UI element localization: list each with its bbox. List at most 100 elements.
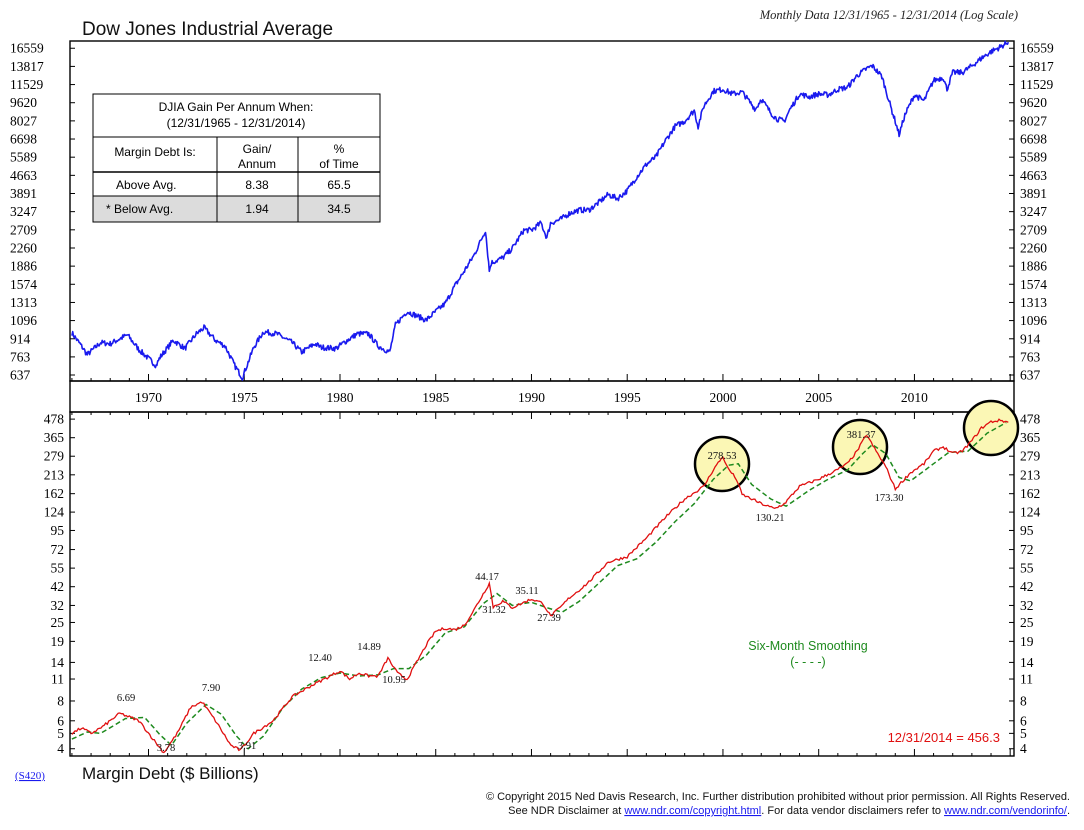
table-row-gain: 8.38 [245, 178, 269, 192]
latest-value-callout: 12/31/2014 = 456.3 [888, 730, 1000, 745]
lower-panel-title: Margin Debt ($ Billions) [82, 764, 259, 783]
y-tick-label-right: 8 [1020, 693, 1027, 708]
y-tick-label-left: 213 [44, 467, 65, 482]
y-tick-label-right: 55 [1020, 561, 1034, 576]
y-tick-label-right: 25 [1020, 615, 1034, 630]
table-header-gain-l2: Annum [238, 157, 276, 171]
y-tick-label-left: 1886 [10, 259, 37, 274]
copyright-link[interactable]: www.ndr.com/copyright.html [623, 805, 761, 817]
y-tick-label-right: 72 [1020, 542, 1034, 557]
y-tick-label-right: 1313 [1020, 295, 1047, 310]
table-row-gain: 1.94 [245, 202, 269, 216]
disclaimer-mid: . For data vendor disclaimers refer to [761, 805, 944, 817]
y-tick-label-left: 1574 [10, 277, 37, 292]
djia-line [71, 40, 1010, 381]
x-tick-label: 1995 [614, 390, 641, 405]
y-tick-label-right: 637 [1020, 367, 1041, 382]
y-tick-label-left: 3891 [10, 186, 37, 201]
y-tick-label-left: 124 [44, 505, 65, 520]
y-tick-label-left: 5589 [10, 150, 37, 165]
table-header-gain-l1: Gain/ [243, 142, 272, 156]
table-row-label: Above Avg. [116, 178, 177, 192]
y-tick-label-right: 8027 [1020, 113, 1047, 128]
y-tick-label-right: 3891 [1020, 186, 1047, 201]
y-tick-label-left: 55 [51, 561, 65, 576]
margin-debt-line [71, 418, 1009, 754]
y-tick-label-right: 365 [1020, 430, 1041, 445]
table-header-time-l2: of Time [319, 157, 359, 171]
y-tick-label-right: 16559 [1020, 41, 1054, 56]
table-row-time: 65.5 [327, 178, 351, 192]
y-tick-label-right: 5589 [1020, 150, 1047, 165]
table-header-margin: Margin Debt Is: [114, 145, 195, 159]
annotation-label: 27.39 [537, 613, 561, 624]
smoothing-legend-sample: (- - - -) [790, 655, 825, 669]
y-tick-label-left: 365 [44, 430, 65, 445]
y-tick-label-right: 914 [1020, 331, 1041, 346]
y-tick-label-right: 11529 [1020, 77, 1053, 92]
disclaimer-suffix: . [1067, 805, 1070, 817]
annotation-label: 7.90 [202, 683, 220, 694]
y-tick-label-left: 8 [57, 693, 64, 708]
y-tick-label-right: 32 [1020, 598, 1034, 613]
y-tick-label-right: 4 [1020, 741, 1027, 756]
y-tick-label-left: 11529 [10, 77, 43, 92]
y-tick-label-right: 4663 [1020, 168, 1047, 183]
y-tick-label-right: 11 [1020, 672, 1033, 687]
annotation-label: 10.95 [382, 675, 406, 686]
annotation-label: 3.91 [238, 741, 256, 752]
x-tick-label: 1985 [422, 390, 449, 405]
y-tick-label-right: 1886 [1020, 259, 1047, 274]
y-tick-label-right: 9620 [1020, 95, 1047, 110]
y-tick-label-right: 2709 [1020, 222, 1047, 237]
table-title-line1: DJIA Gain Per Annum When: [159, 100, 314, 114]
y-tick-label-right: 213 [1020, 467, 1041, 482]
y-tick-label-left: 9620 [10, 95, 37, 110]
y-tick-label-right: 42 [1020, 579, 1034, 594]
y-tick-label-left: 19 [51, 634, 65, 649]
annotation-label: 173.30 [875, 493, 904, 504]
table-row-time: 34.5 [327, 202, 351, 216]
y-tick-label-left: 162 [44, 486, 64, 501]
x-tick-label: 2005 [805, 390, 832, 405]
annotation-label: 44.17 [475, 572, 499, 583]
y-tick-label-right: 3247 [1020, 204, 1047, 219]
vendorinfo-link[interactable]: www.ndr.com/vendorinfo/ [943, 805, 1068, 817]
y-tick-label-right: 13817 [1020, 59, 1054, 74]
x-tick-label: 1975 [231, 390, 258, 405]
y-tick-label-left: 2709 [10, 222, 37, 237]
y-tick-label-left: 95 [51, 523, 65, 538]
y-tick-label-left: 763 [10, 349, 31, 364]
y-tick-label-left: 8027 [10, 113, 37, 128]
y-tick-label-right: 5 [1020, 726, 1027, 741]
y-tick-label-right: 19 [1020, 634, 1034, 649]
y-tick-label-left: 32 [51, 598, 65, 613]
disclaimer-text: See NDR Disclaimer at www.ndr.com/copyri… [508, 805, 1070, 817]
chart-subtitle: Monthly Data 12/31/1965 - 12/31/2014 (Lo… [759, 8, 1018, 22]
smoothing-legend-label: Six-Month Smoothing [748, 639, 868, 653]
upper-y-axis: 16559 16559 13817 13817 11529 11529 9620 9620 80… [10, 41, 1054, 383]
y-tick-label-left: 478 [44, 412, 65, 427]
disclaimer-prefix: See NDR Disclaimer at [508, 805, 624, 817]
annotation-label: 31.32 [482, 605, 506, 616]
y-tick-label-right: 1574 [1020, 277, 1047, 292]
y-tick-label-right: 763 [1020, 349, 1041, 364]
y-tick-label-left: 3247 [10, 204, 37, 219]
y-tick-label-left: 14 [51, 655, 65, 670]
table-title-line2: (12/31/1965 - 12/31/2014) [167, 116, 306, 130]
x-tick-label: 1990 [518, 390, 545, 405]
table-header-time-l1: % [334, 142, 345, 156]
chart-code-link[interactable]: (S420) [15, 770, 45, 782]
y-tick-label-left: 5 [57, 726, 64, 741]
y-tick-label-right: 6 [1020, 713, 1027, 728]
x-tick-label: 2010 [901, 390, 928, 405]
x-tick-label: 2000 [709, 390, 736, 405]
y-tick-label-right: 162 [1020, 486, 1040, 501]
chart-title: Dow Jones Industrial Average [82, 19, 333, 40]
y-tick-label-left: 637 [10, 367, 31, 382]
y-tick-label-left: 16559 [10, 41, 44, 56]
y-tick-label-right: 1096 [1020, 313, 1047, 328]
annotation-label: 278.53 [708, 451, 737, 462]
y-tick-label-left: 6698 [10, 132, 37, 147]
